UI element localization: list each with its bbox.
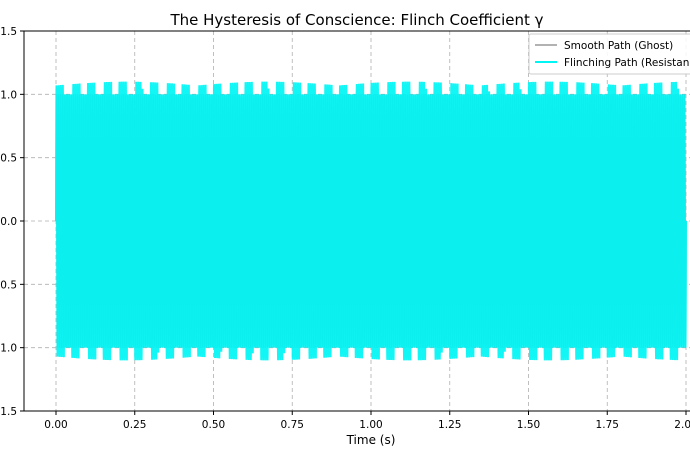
- axes: 0.00 0.25 0.50 0.75 1.00 1.25 1.50 1.75 2.00 −1.5…: [0, 26, 690, 431]
- legend-label-flinching: Flinching Path (Resistance): [564, 57, 690, 69]
- plot-frame: [23, 30, 690, 412]
- y-tick-label: 1.5: [0, 26, 17, 38]
- flinching-path-line: [55, 81, 687, 361]
- x-tick-label: 2.00: [674, 419, 690, 431]
- y-tick-label: 1.0: [0, 89, 17, 101]
- y-tick-label: 0.5: [0, 153, 17, 165]
- y-tick-label: −1.0: [0, 343, 17, 355]
- chart-title: The Hysteresis of Conscience: Flinch Coe…: [169, 11, 543, 29]
- legend: Smooth Path (Ghost) Flinching Path (Resi…: [528, 33, 690, 75]
- x-tick-label: 0.50: [202, 419, 225, 431]
- x-axis-label: Time (s): [346, 433, 396, 447]
- x-tick-label: 0.00: [44, 419, 67, 431]
- legend-box: [528, 33, 690, 75]
- y-tick-label: 0.0: [0, 216, 17, 228]
- x-tick-label: 0.75: [281, 419, 304, 431]
- legend-label-smooth: Smooth Path (Ghost): [564, 40, 673, 52]
- x-tick-label: 1.25: [438, 419, 461, 431]
- x-tick-label: 0.25: [123, 419, 146, 431]
- x-tick-label: 1.00: [359, 419, 382, 431]
- series-layer: [55, 81, 687, 361]
- y-tick-label: −0.5: [0, 279, 17, 291]
- x-tick-label: 1.50: [517, 419, 540, 431]
- y-tick-label: −1.5: [0, 406, 17, 418]
- x-tick-label: 1.75: [596, 419, 619, 431]
